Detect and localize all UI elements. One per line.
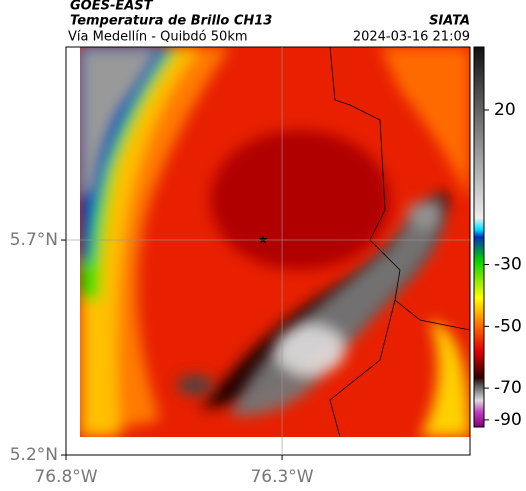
colorbar-tick-label: -70: [494, 378, 522, 398]
title: GOES-EAST: [70, 0, 154, 14]
location-marker: ★: [258, 233, 269, 247]
colorbar-tick-label: 20: [494, 100, 516, 120]
subtitle: Temperatura de Brillo CH13: [70, 14, 272, 29]
y-tick-label: 5.7°N: [10, 230, 58, 250]
colorbar-tick-label: -30: [494, 255, 522, 275]
location: Vía Medellín - Quibdó 50km: [68, 30, 248, 45]
source: SIATA: [429, 14, 470, 29]
colorbar-tick-label: -50: [494, 316, 522, 336]
map-frame: [65, 46, 471, 456]
datetime: 2024-03-16 21:09: [353, 30, 470, 45]
colorbar-tick-label: -90: [494, 410, 522, 430]
colorbar: [473, 46, 485, 428]
satellite-image: [80, 47, 470, 437]
y-tick-label: 5.2°N: [10, 445, 58, 465]
x-tick-label: 76.3°W: [250, 467, 313, 487]
x-tick-label: 76.8°W: [34, 467, 97, 487]
